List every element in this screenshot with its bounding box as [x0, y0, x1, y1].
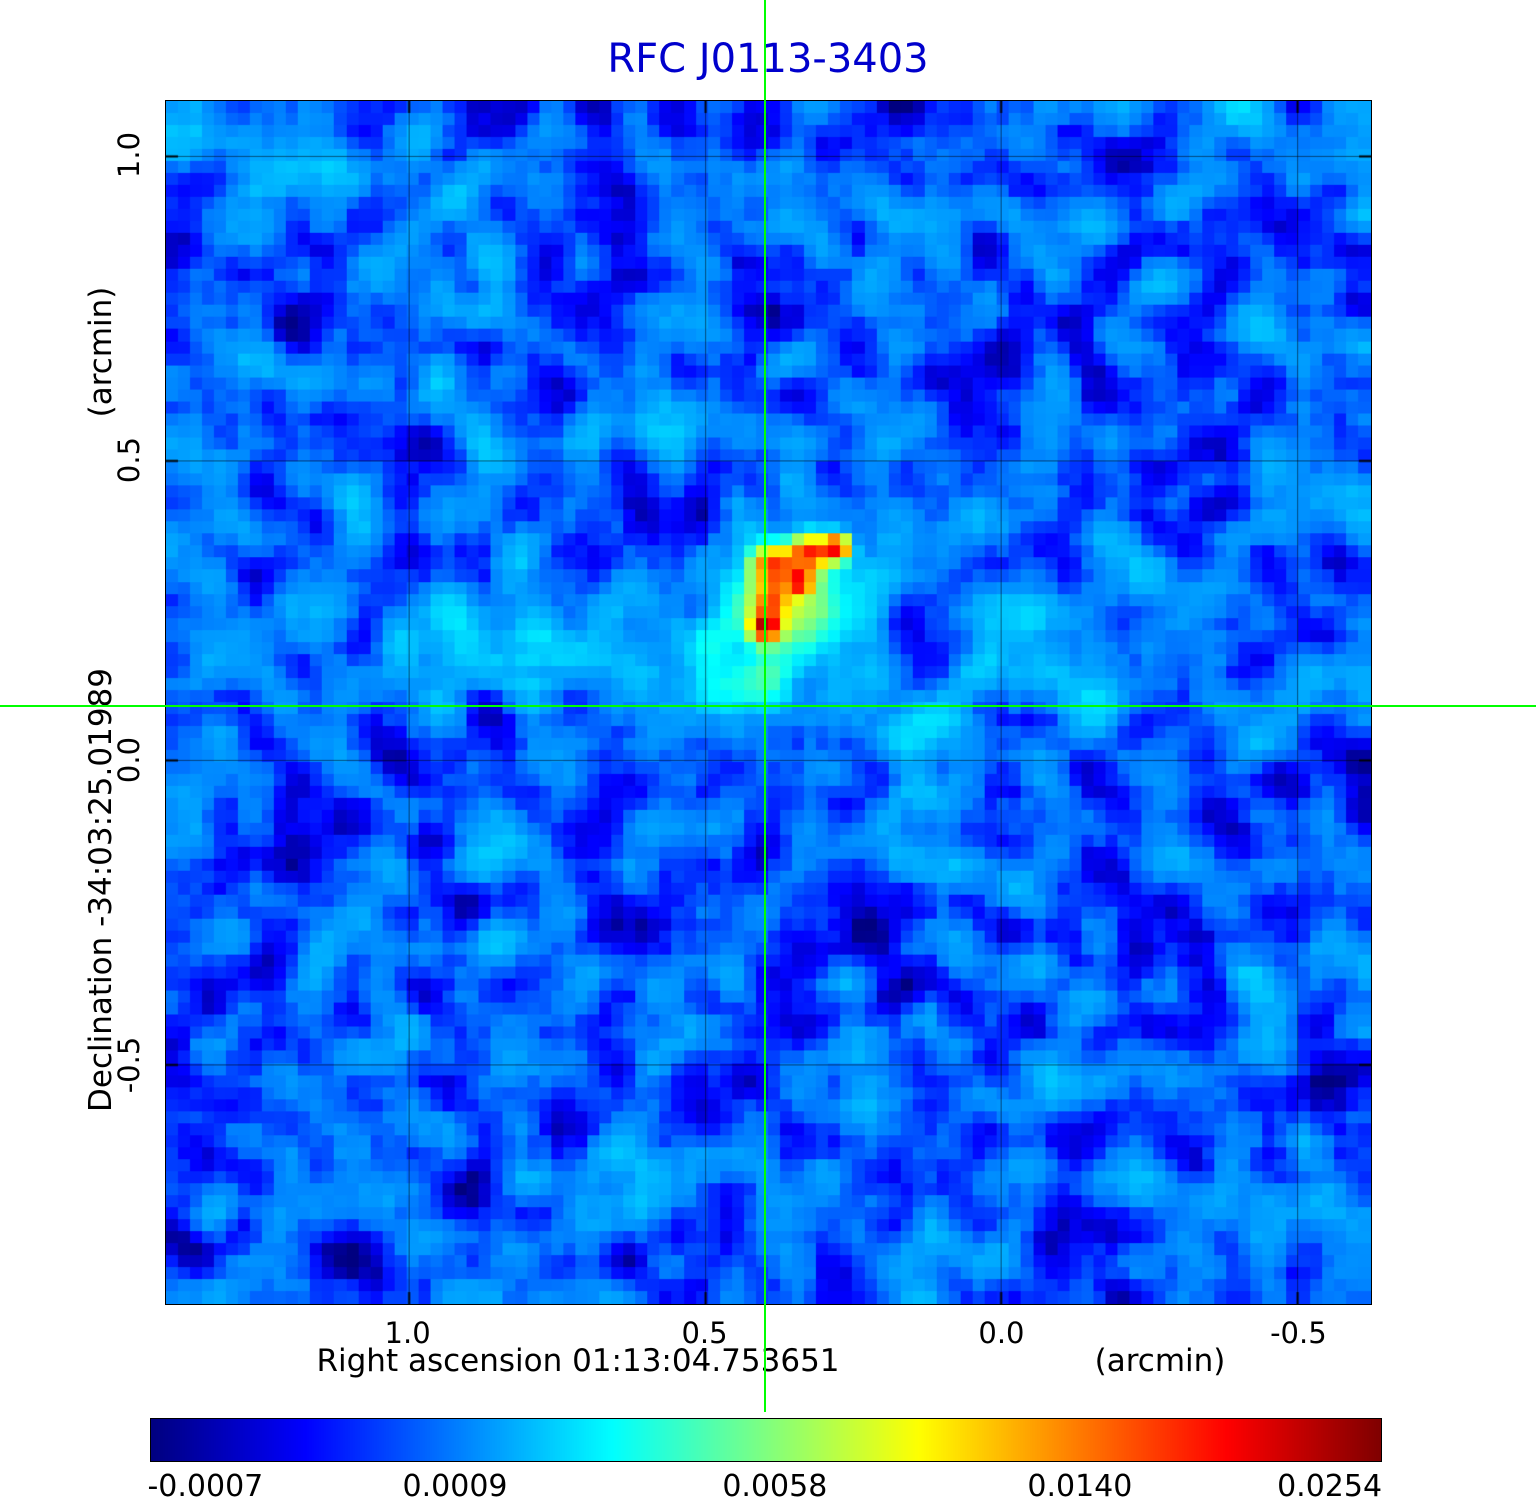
- crosshair-horizontal-line: [0, 705, 1536, 707]
- y-tick-label: -0.5: [112, 1036, 146, 1094]
- x-tick-label: 0.5: [681, 1316, 728, 1350]
- colorbar-tick-label: -0.0007: [147, 1469, 264, 1504]
- colorbar-tick-label: 0.0140: [1027, 1469, 1133, 1504]
- x-axis-unit: (arcmin): [1094, 1343, 1226, 1379]
- colorbar: [150, 1418, 1382, 1462]
- x-tick-label: -0.5: [1270, 1316, 1327, 1350]
- sky-map: [165, 100, 1372, 1305]
- figure-title: RFC J0113-3403: [607, 36, 929, 82]
- y-tick-label: 0.0: [112, 737, 146, 784]
- colorbar-tick-label: 0.0058: [722, 1469, 828, 1504]
- x-axis-label: Right ascension 01:13:04.753651: [316, 1343, 840, 1379]
- y-tick-label: 0.5: [112, 437, 146, 484]
- y-tick-label: 1.0: [112, 132, 146, 179]
- colorbar-tick-label: 0.0009: [402, 1469, 508, 1504]
- colorbar-tick-label: 0.0254: [1277, 1469, 1383, 1504]
- heatmap-canvas: [166, 101, 1371, 1304]
- x-tick-label: 0.0: [978, 1316, 1025, 1350]
- x-tick-label: 1.0: [384, 1316, 431, 1350]
- y-axis-unit: (arcmin): [83, 286, 119, 418]
